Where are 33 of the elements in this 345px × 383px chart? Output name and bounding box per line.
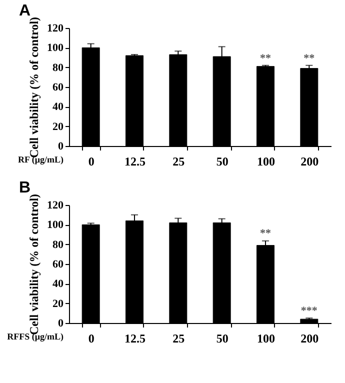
x-tick-label: 0 bbox=[88, 154, 94, 168]
y-tick-label: 0 bbox=[58, 140, 64, 152]
y-tick-label: 40 bbox=[52, 101, 64, 114]
y-tick-label: 80 bbox=[52, 238, 64, 251]
x-tick-label: 12.5 bbox=[124, 154, 146, 168]
y-tick-label: 80 bbox=[52, 62, 64, 74]
y-tick-label: 100 bbox=[47, 219, 64, 232]
chart-title: B bbox=[19, 179, 31, 196]
x-tick-label: 0 bbox=[88, 332, 94, 346]
x-tick-label: 50 bbox=[216, 154, 228, 168]
annotation: ** bbox=[260, 227, 272, 240]
y-tick-label: 0 bbox=[58, 318, 64, 330]
x-tick-label: 100 bbox=[257, 332, 275, 346]
y-tick-label: 20 bbox=[52, 298, 64, 310]
x-tick-label: 200 bbox=[300, 332, 319, 346]
x-tick-label: 100 bbox=[257, 154, 275, 168]
x-tick-label: 25 bbox=[172, 332, 185, 346]
x-tick-label: 50 bbox=[216, 332, 228, 346]
y-axis-title: Cell viability (% of control) bbox=[27, 194, 41, 336]
y-tick-label: 60 bbox=[52, 258, 64, 270]
x-tick-label: 12.5 bbox=[124, 332, 146, 346]
annotation: ** bbox=[260, 52, 272, 64]
y-tick-label: 120 bbox=[47, 22, 64, 34]
y-tick-label: 60 bbox=[52, 82, 64, 94]
chart-title: A bbox=[19, 2, 31, 20]
y-tick-label: 120 bbox=[47, 200, 64, 212]
x-tick-label: 200 bbox=[300, 154, 319, 168]
y-tick-label: 40 bbox=[52, 278, 64, 290]
annotation: *** bbox=[300, 305, 318, 318]
y-tick-label: 100 bbox=[47, 42, 64, 54]
y-tick-label: 20 bbox=[52, 120, 64, 133]
x-tick-label: 25 bbox=[172, 154, 185, 168]
annotation: ** bbox=[304, 52, 316, 64]
